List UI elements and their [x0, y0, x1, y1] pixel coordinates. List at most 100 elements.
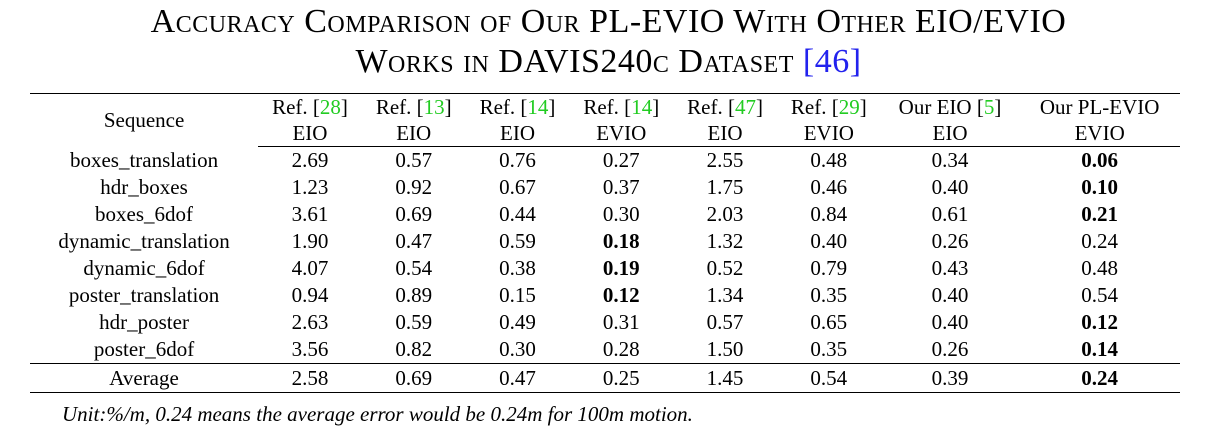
column-header-ref-7: Our PL-EVIO: [1019, 93, 1180, 120]
column-header-type-0: EIO: [258, 120, 362, 147]
header-row-references: Sequence Ref. [28] Ref. [13] Ref. [14] Ref.…: [30, 93, 1180, 147]
citation-link[interactable]: 47: [734, 95, 756, 119]
value-cell: 0.48: [1081, 256, 1119, 280]
value-cell: 0.19: [602, 256, 640, 280]
ref-suffix: ]: [444, 95, 452, 119]
average-row: Average 2.58 0.69 0.47 0.25 1.45 0.54 0.39 0.24: [30, 363, 1180, 393]
table-row: hdr_poster 2.63 0.59 0.49 0.31 0.57 0.65 0.40 0.…: [30, 309, 1180, 336]
ref-suffix: ]: [548, 95, 556, 119]
column-header-ref-0: Ref. [28]: [258, 93, 362, 120]
value-cell: 0.65: [810, 310, 848, 334]
ref-prefix: Ref. [: [375, 95, 424, 119]
value-cell: 0.37: [602, 175, 640, 199]
value-cell: 2.58: [258, 363, 362, 393]
caption-line-1: Accuracy Comparison of Our PL-EVIO With …: [150, 3, 1067, 40]
value-cell: 0.40: [931, 310, 969, 334]
citation-link[interactable]: 14: [527, 95, 549, 119]
sequence-cell: poster_translation: [68, 283, 220, 307]
value-cell: 0.59: [499, 229, 536, 253]
sequence-cell: dynamic_translation: [58, 229, 230, 253]
citation-link[interactable]: 5: [983, 95, 995, 119]
value-cell: 0.30: [602, 202, 640, 226]
value-cell: 0.35: [810, 283, 848, 307]
value-cell: 2.63: [291, 310, 329, 334]
value-cell: 0.57: [706, 310, 744, 334]
sequence-column-header: Sequence: [30, 93, 259, 147]
value-cell: 0.24: [1019, 363, 1180, 393]
column-header-ref-2: Ref. [14]: [465, 93, 570, 120]
sequence-cell: dynamic_6dof: [83, 256, 205, 280]
table-row: dynamic_translation 1.90 0.47 0.59 0.18 1.32 0…: [30, 228, 1180, 255]
value-cell: 1.75: [706, 175, 744, 199]
column-header-type-7: EVIO: [1019, 120, 1180, 147]
caption-line-2: Works in DAVIS240c Dataset [46]: [0, 42, 1217, 82]
sequence-cell: boxes_translation: [69, 147, 219, 172]
value-cell: 0.35: [810, 337, 848, 361]
value-cell: 0.59: [395, 310, 433, 334]
table-row: dynamic_6dof 4.07 0.54 0.38 0.19 0.52 0.79 0.43…: [30, 255, 1180, 282]
value-cell: 0.14: [1081, 337, 1119, 361]
table-row: poster_translation 0.94 0.89 0.15 0.12 1.34 0.…: [30, 282, 1180, 309]
value-cell: 0.25: [569, 363, 674, 393]
citation-link[interactable]: 14: [631, 95, 653, 119]
table-row: boxes_translation 2.69 0.57 0.76 0.27 2.55 0.4…: [30, 147, 1180, 175]
value-cell: 0.39: [880, 363, 1020, 393]
ref-prefix: Our PL-EVIO: [1039, 95, 1160, 119]
value-cell: 0.24: [1081, 229, 1119, 253]
table-row: hdr_boxes 1.23 0.92 0.67 0.37 1.75 0.46 0.40 0.1…: [30, 174, 1180, 201]
value-cell: 3.61: [291, 202, 329, 226]
ref-prefix: Ref. [: [583, 95, 632, 119]
citation-link[interactable]: 29: [838, 95, 860, 119]
value-cell: 0.48: [810, 148, 848, 172]
value-cell: 0.38: [499, 256, 536, 280]
column-header-type-6: EIO: [880, 120, 1020, 147]
ref-prefix: Our EIO [: [898, 95, 984, 119]
column-header-type-5: EVIO: [776, 120, 881, 147]
value-cell: 0.12: [1081, 310, 1119, 334]
value-cell: 0.54: [776, 363, 881, 393]
value-cell: 0.44: [499, 202, 536, 226]
ref-prefix: Ref. [: [479, 95, 528, 119]
value-cell: 0.40: [810, 229, 848, 253]
sequence-cell: poster_6dof: [93, 337, 195, 361]
column-header-type-4: EIO: [673, 120, 777, 147]
value-cell: 0.47: [465, 363, 570, 393]
value-cell: 0.54: [1081, 283, 1119, 307]
value-cell: 0.21: [1081, 202, 1119, 226]
value-cell: 2.69: [291, 148, 329, 172]
table-row: boxes_6dof 3.61 0.69 0.44 0.30 2.03 0.84 0.61 0.…: [30, 201, 1180, 228]
column-header-ref-4: Ref. [47]: [673, 93, 777, 120]
value-cell: 0.84: [810, 202, 848, 226]
ref-prefix: Ref. [: [272, 95, 320, 119]
ref-prefix: Ref. [: [790, 95, 839, 119]
citation-link[interactable]: 28: [319, 95, 341, 119]
header-row-types: EIO EIO EIO EVIO EIO EVIO EIO EVIO: [30, 120, 1180, 147]
value-cell: 2.03: [706, 202, 744, 226]
column-header-type-3: EVIO: [569, 120, 674, 147]
value-cell: 0.30: [499, 337, 536, 361]
caption-reference-link[interactable]: [46]: [802, 43, 862, 80]
value-cell: 0.79: [810, 256, 848, 280]
value-cell: 0.89: [395, 283, 433, 307]
value-cell: 0.15: [499, 283, 536, 307]
table-footnote: Unit:%/m, 0.24 means the average error w…: [62, 402, 693, 426]
accuracy-table: Sequence Ref. [28] Ref. [13] Ref. [14] Ref.…: [30, 93, 1180, 393]
ref-prefix: Ref. [: [687, 95, 735, 119]
value-cell: 0.82: [395, 337, 433, 361]
value-cell: 0.69: [361, 363, 466, 393]
value-cell: 1.34: [706, 283, 744, 307]
value-cell: 0.06: [1081, 148, 1119, 172]
value-cell: 0.27: [602, 148, 640, 172]
table-body: boxes_translation 2.69 0.57 0.76 0.27 2.55 0.4…: [30, 147, 1180, 393]
column-header-type-2: EIO: [465, 120, 570, 147]
column-header-ref-6: Our EIO [5]: [880, 93, 1020, 120]
value-cell: 0.26: [931, 229, 969, 253]
value-cell: 0.52: [706, 256, 744, 280]
value-cell: 0.94: [291, 283, 329, 307]
value-cell: 0.28: [602, 337, 640, 361]
table-row: poster_6dof 3.56 0.82 0.30 0.28 1.50 0.35 0.26 0…: [30, 336, 1180, 364]
sequence-cell: Average: [30, 363, 259, 393]
value-cell: 0.10: [1081, 175, 1119, 199]
citation-link[interactable]: 13: [423, 95, 445, 119]
